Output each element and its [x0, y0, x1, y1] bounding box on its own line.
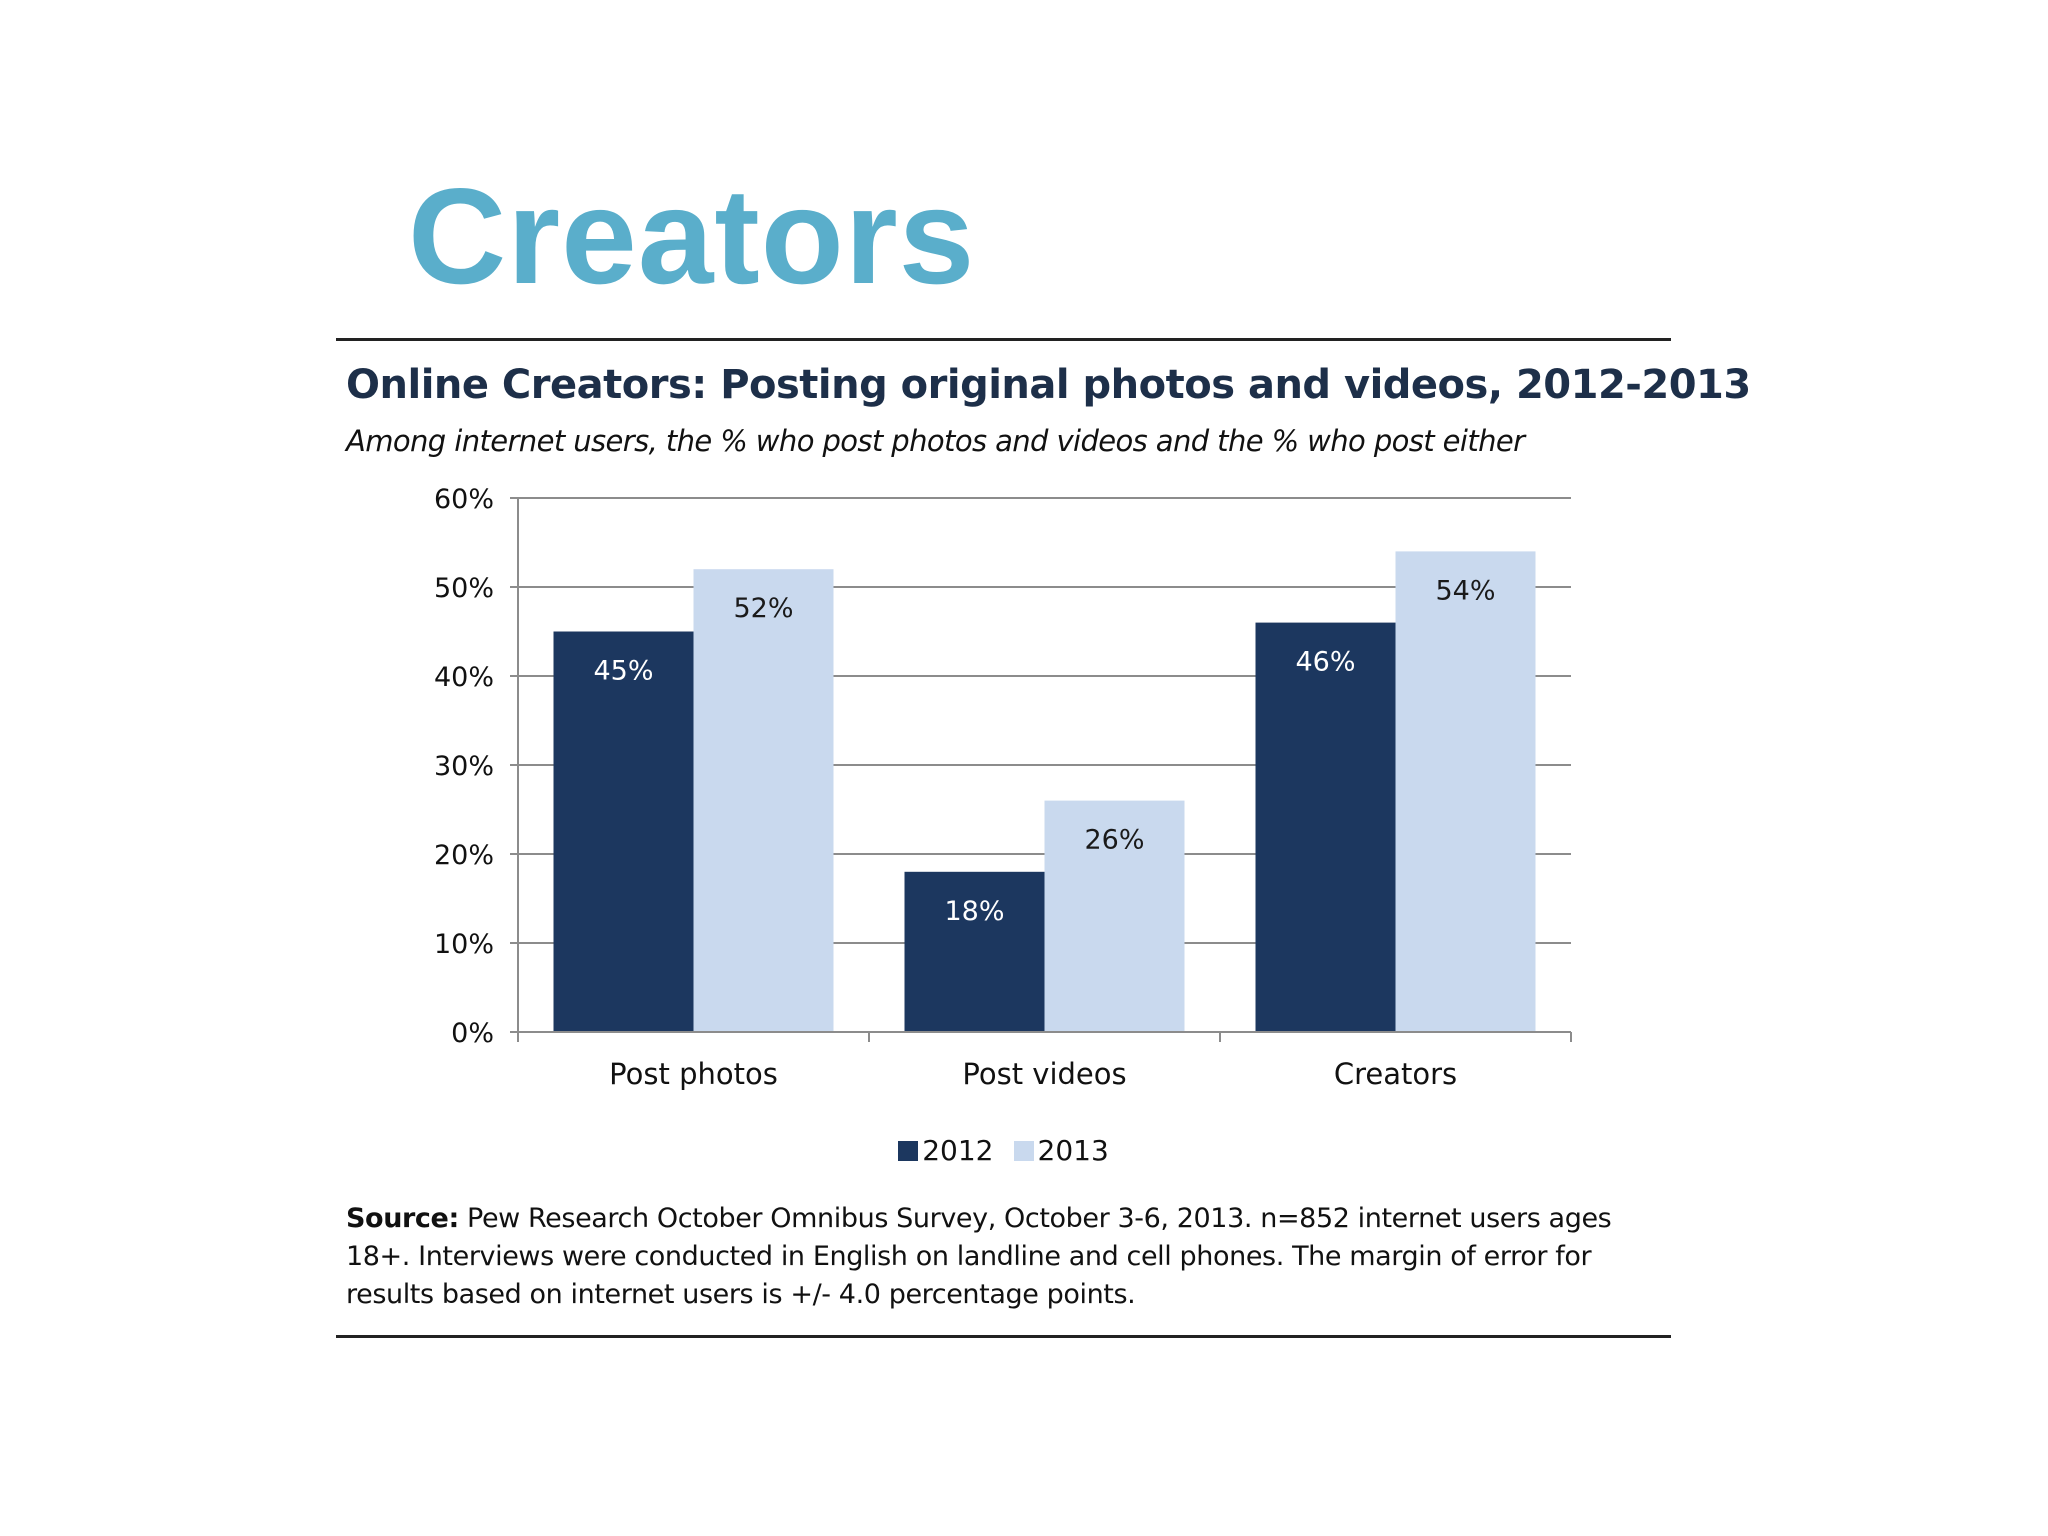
bar-data-label: 45%: [593, 656, 653, 687]
legend-label-2012: 2012: [922, 1134, 994, 1167]
y-tick-label: 60%: [434, 484, 494, 515]
chart-subtitle: Among internet users, the % who post pho…: [346, 424, 1525, 458]
bar: [693, 569, 834, 1032]
y-tick-label: 40%: [434, 662, 494, 693]
legend-swatch-2012: [898, 1140, 919, 1161]
x-category-label: Post videos: [962, 1057, 1126, 1091]
legend-swatch-2013: [1013, 1140, 1034, 1161]
bar-data-label: 52%: [733, 593, 793, 624]
source-text: Pew Research October Omnibus Survey, Oct…: [346, 1203, 1612, 1310]
chart-figure: Online Creators: Posting original photos…: [336, 338, 1751, 1338]
legend-item-2013: 2013: [1013, 1134, 1109, 1167]
legend-item-2012: 2012: [898, 1134, 994, 1167]
bar: [904, 871, 1045, 1032]
bar-data-label: 46%: [1295, 647, 1355, 678]
chart-title: Online Creators: Posting original photos…: [346, 362, 1751, 408]
bar: [1395, 551, 1536, 1032]
y-tick-label: 30%: [434, 751, 494, 782]
source-note: Source: Pew Research October Omnibus Sur…: [346, 1200, 1666, 1314]
y-tick-label: 10%: [434, 929, 494, 960]
x-category-label: Creators: [1334, 1057, 1457, 1091]
top-rule: [336, 338, 1671, 341]
bottom-rule: [336, 1335, 1671, 1338]
bar-data-label: 54%: [1435, 575, 1495, 606]
bar-data-label: 26%: [1084, 825, 1144, 856]
slide-title: Creators: [408, 160, 976, 312]
bar-chart-plot: 0% 10% 20% 30% 40% 50% 60% 45% 52% Post photos 18%…: [434, 484, 1572, 1091]
bar: [1255, 622, 1396, 1032]
y-tick-label: 50%: [434, 573, 494, 604]
y-tick-label: 0%: [451, 1018, 494, 1049]
bar: [1044, 800, 1185, 1032]
legend-label-2013: 2013: [1037, 1134, 1109, 1167]
chart-legend: 2012 2013: [336, 1134, 1671, 1167]
x-category-label: Post photos: [609, 1057, 778, 1091]
y-tick-label: 20%: [434, 840, 494, 871]
bar-data-label: 18%: [944, 896, 1004, 927]
source-label: Source:: [346, 1203, 459, 1234]
bar: [553, 631, 694, 1032]
